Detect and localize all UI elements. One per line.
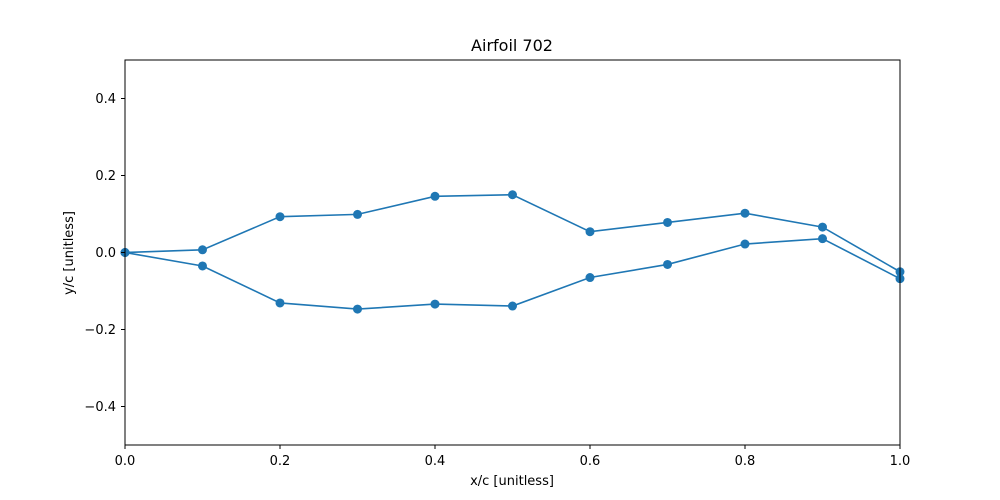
series-2-point [740, 239, 750, 249]
y-tick-label: 0.2 [95, 169, 116, 184]
chart-title: Airfoil 702 [471, 36, 553, 55]
y-tick-label: −0.2 [84, 323, 116, 338]
x-tick-label: 0.4 [425, 454, 446, 469]
series-1-point [508, 190, 517, 200]
y-tick-label: 0.0 [95, 246, 116, 261]
y-axis-label: y/c [unitless] [62, 211, 77, 295]
series-1-point [740, 208, 750, 218]
series-2-point [275, 298, 285, 308]
series-2-point [818, 234, 827, 244]
ticks-layer: 0.0 0.2 0.4 0.6 0.8 1.0 −0.4 −0.2 0.0 0.2 0.4 [84, 92, 910, 469]
series-2-point [353, 304, 362, 314]
y-tick-label: −0.4 [84, 400, 116, 415]
plot-frame [124, 59, 901, 446]
x-tick-label: 0.6 [580, 454, 601, 469]
x-tick-label: 0.0 [115, 454, 136, 469]
series-1-point [275, 212, 285, 222]
series-1-point [818, 222, 827, 232]
series-1-point [663, 217, 672, 227]
series-layer [120, 190, 905, 314]
series-1-point [353, 209, 362, 219]
series-2-point [663, 259, 672, 269]
series-1-point [430, 191, 440, 201]
series-2-point [430, 299, 440, 309]
x-tick-label: 0.2 [270, 454, 291, 469]
series-1 [120, 190, 905, 277]
x-tick-label: 1.0 [890, 454, 911, 469]
x-tick-label: 0.8 [735, 454, 756, 469]
series-2-point [198, 261, 207, 271]
y-tick-label: 0.4 [95, 92, 116, 107]
x-axis-label: x/c [unitless] [470, 474, 554, 489]
series-2-point [508, 301, 517, 311]
series-2 [120, 234, 905, 314]
series-1-point [198, 245, 207, 255]
series-2-point [585, 273, 595, 283]
series-1-point [585, 227, 595, 237]
